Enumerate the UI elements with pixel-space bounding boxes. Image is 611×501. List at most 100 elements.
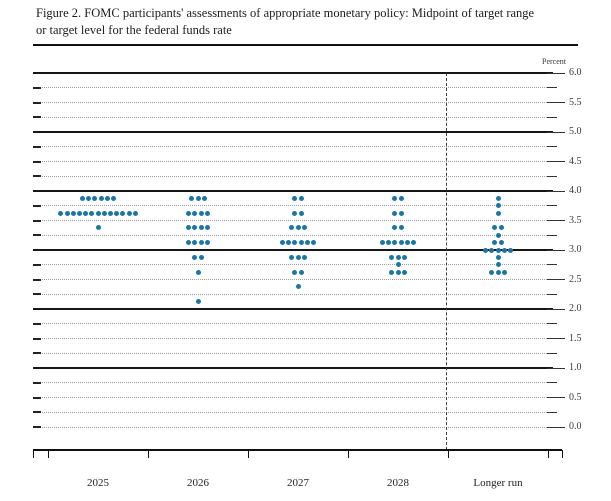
y-tick-right xyxy=(547,426,565,428)
projection-dot-2027-3.125 xyxy=(298,240,304,246)
y-tick-right xyxy=(547,411,557,413)
gridline-solid-4.00 xyxy=(33,190,553,192)
projection-dot-2028-3.625 xyxy=(392,210,398,216)
y-tick-right xyxy=(547,87,557,89)
gridline-dotted-5.75 xyxy=(33,87,553,89)
gridline-dotted-0.25 xyxy=(33,411,553,413)
gridline-dotted-4.50 xyxy=(33,161,553,162)
x-axis-tick xyxy=(448,450,450,458)
projection-dot-longer-run-3.375 xyxy=(492,225,498,231)
projection-dot-2027-3.125 xyxy=(304,240,310,246)
title-rule xyxy=(33,44,578,46)
projection-dot-2025-3.625 xyxy=(120,210,126,216)
y-tick-right xyxy=(547,367,565,369)
gridline-dotted-3.50 xyxy=(33,220,553,221)
projection-dot-2025-3.875 xyxy=(80,195,85,201)
projection-dot-2025-3.625 xyxy=(83,210,89,216)
y-minor-tick-left xyxy=(33,263,41,266)
projection-dot-2026-2.875 xyxy=(198,254,204,260)
projection-dot-2026-3.875 xyxy=(195,195,201,201)
gridline-dotted-2.50 xyxy=(33,279,553,280)
projection-dot-2028-2.75 xyxy=(395,262,401,268)
projection-dot-2028-3.125 xyxy=(392,240,398,246)
projection-dot-2028-2.875 xyxy=(389,254,395,260)
y-tick-right xyxy=(547,382,557,384)
y-axis-label-4.5: 4.5 xyxy=(569,155,582,167)
projection-dot-2027-3.625 xyxy=(292,210,298,216)
x-axis-label-2026: 2026 xyxy=(187,477,209,489)
x-axis-label-2027: 2027 xyxy=(287,477,309,489)
gridline-solid-2.00 xyxy=(33,308,553,310)
x-axis-tick xyxy=(548,450,550,458)
projection-dot-longer-run-2.75 xyxy=(495,262,501,268)
y-tick-right xyxy=(547,190,565,192)
gridline-dotted-5.50 xyxy=(33,102,553,103)
projection-dot-2026-3.375 xyxy=(204,225,210,231)
projection-dot-2026-3.625 xyxy=(204,210,210,216)
projection-dot-2026-3.375 xyxy=(192,225,198,231)
gridline-solid-5.00 xyxy=(33,131,553,133)
y-axis-label-2.5: 2.5 xyxy=(569,273,582,285)
gridline-dotted-3.25 xyxy=(33,234,553,236)
gridline-dotted-0.00 xyxy=(33,426,553,428)
y-tick-right xyxy=(547,293,557,295)
projection-dot-2025-3.625 xyxy=(114,210,120,216)
gridline-dotted-4.75 xyxy=(33,146,553,148)
projection-dot-2027-3.875 xyxy=(298,195,304,201)
projection-dot-longer-run-3.125 xyxy=(492,240,498,246)
projection-dot-2027-2.625 xyxy=(292,269,298,275)
projection-dot-2025-3.875 xyxy=(111,195,116,201)
y-axis-label-3.5: 3.5 xyxy=(569,214,582,226)
figure-title-line1: Figure 2. FOMC participants' assessments… xyxy=(36,6,535,20)
y-tick-right xyxy=(547,338,565,339)
projection-dot-2026-3.375 xyxy=(198,225,204,231)
y-minor-tick-left xyxy=(33,352,41,355)
gridline-solid-1.00 xyxy=(33,367,553,369)
projection-dot-longer-run-3 xyxy=(507,247,513,253)
projection-dot-2028-3.125 xyxy=(398,240,404,246)
y-tick-right xyxy=(547,397,565,398)
projection-dot-2027-2.875 xyxy=(289,254,295,260)
longer-run-separator-line xyxy=(446,73,447,450)
y-tick-right xyxy=(547,323,557,325)
y-tick-right xyxy=(547,116,557,118)
y-tick-right xyxy=(547,234,557,236)
y-minor-tick-left xyxy=(33,219,41,222)
y-tick-right xyxy=(547,264,557,266)
y-axis-label-3.0: 3.0 xyxy=(569,244,582,255)
projection-dot-2025-3.875 xyxy=(104,195,110,201)
projection-dot-2027-3.125 xyxy=(311,240,316,246)
y-axis-unit-label: Percent xyxy=(542,57,566,66)
y-minor-tick-left xyxy=(33,145,41,148)
gridline-dotted-0.75 xyxy=(33,382,553,384)
projection-dot-longer-run-3.75 xyxy=(495,203,501,209)
y-minor-tick-left xyxy=(33,86,41,89)
projection-dot-2026-2.125 xyxy=(195,299,201,305)
projection-dot-2028-2.625 xyxy=(389,269,395,275)
projection-dot-2028-3.375 xyxy=(392,225,398,231)
y-minor-tick-left xyxy=(33,101,41,104)
y-minor-tick-left xyxy=(33,278,41,281)
projection-dot-2027-2.625 xyxy=(298,269,304,275)
y-tick-right xyxy=(547,249,565,251)
projection-dot-2028-2.875 xyxy=(395,254,401,260)
projection-dot-2027-2.875 xyxy=(301,254,307,260)
y-tick-right xyxy=(547,308,565,310)
gridline-dotted-5.25 xyxy=(33,116,553,118)
projection-dot-2026-2.875 xyxy=(192,254,198,260)
projection-dot-2025-3.875 xyxy=(92,195,98,201)
projection-dot-2025-3.625 xyxy=(58,210,64,216)
projection-dot-2028-3.375 xyxy=(398,225,404,231)
projection-dot-longer-run-3.375 xyxy=(498,225,504,231)
y-tick-right xyxy=(547,72,565,74)
projection-dot-2025-3.625 xyxy=(126,210,132,216)
projection-dot-longer-run-2.875 xyxy=(495,254,501,260)
gridline-dotted-1.50 xyxy=(33,338,553,339)
projection-dot-2027-3.125 xyxy=(286,240,292,246)
projection-dot-2025-3.625 xyxy=(89,210,95,216)
y-tick-right xyxy=(547,161,565,162)
projection-dot-2028-3.125 xyxy=(386,240,392,246)
projection-dot-2028-2.625 xyxy=(395,269,401,275)
projection-dot-2026-3.625 xyxy=(198,210,204,216)
y-tick-right xyxy=(547,279,565,280)
